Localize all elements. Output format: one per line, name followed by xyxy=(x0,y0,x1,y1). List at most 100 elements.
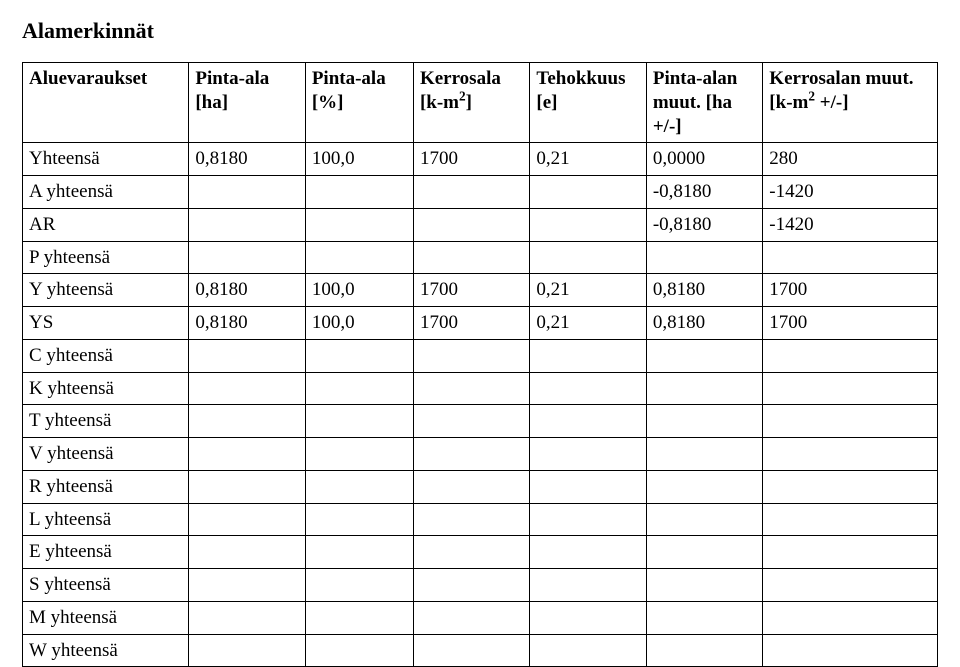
table-row: Yhteensä0,8180100,017000,210,0000280 xyxy=(23,143,938,176)
cell-value: -1420 xyxy=(763,176,938,209)
cell-value: 1700 xyxy=(413,143,529,176)
cell-value xyxy=(530,470,646,503)
cell-value xyxy=(189,470,305,503)
cell-value xyxy=(646,503,762,536)
cell-value xyxy=(763,339,938,372)
cell-value xyxy=(530,569,646,602)
cell-value xyxy=(189,372,305,405)
cell-value xyxy=(413,339,529,372)
table-row: C yhteensä xyxy=(23,339,938,372)
cell-value xyxy=(530,176,646,209)
col-header: Pinta-ala[%] xyxy=(305,63,413,143)
row-label: AR xyxy=(23,208,189,241)
cell-value: 0,8180 xyxy=(189,274,305,307)
cell-value xyxy=(413,470,529,503)
table-row: P yhteensä xyxy=(23,241,938,274)
cell-value xyxy=(646,438,762,471)
cell-value xyxy=(305,601,413,634)
row-label: Y yhteensä xyxy=(23,274,189,307)
row-label: E yhteensä xyxy=(23,536,189,569)
cell-value xyxy=(646,569,762,602)
table-row: R yhteensä xyxy=(23,470,938,503)
cell-value xyxy=(189,503,305,536)
cell-value xyxy=(413,241,529,274)
cell-value xyxy=(530,601,646,634)
cell-value xyxy=(763,405,938,438)
cell-value xyxy=(646,634,762,667)
table-row: K yhteensä xyxy=(23,372,938,405)
cell-value: 100,0 xyxy=(305,274,413,307)
col-header: Kerrosala[k-m2] xyxy=(413,63,529,143)
table-row: W yhteensä xyxy=(23,634,938,667)
cell-value xyxy=(530,634,646,667)
cell-value xyxy=(530,405,646,438)
cell-value xyxy=(189,339,305,372)
cell-value: 0,21 xyxy=(530,143,646,176)
row-label: V yhteensä xyxy=(23,438,189,471)
cell-value xyxy=(305,470,413,503)
cell-value: 100,0 xyxy=(305,143,413,176)
table-row: M yhteensä xyxy=(23,601,938,634)
cell-value: 1700 xyxy=(763,307,938,340)
table-row: A yhteensä-0,8180-1420 xyxy=(23,176,938,209)
cell-value xyxy=(763,372,938,405)
row-label: L yhteensä xyxy=(23,503,189,536)
cell-value xyxy=(646,339,762,372)
cell-value xyxy=(413,176,529,209)
cell-value: -0,8180 xyxy=(646,208,762,241)
cell-value xyxy=(530,438,646,471)
col-header: Tehokkuus[e] xyxy=(530,63,646,143)
cell-value: 280 xyxy=(763,143,938,176)
cell-value xyxy=(413,405,529,438)
cell-value xyxy=(646,536,762,569)
cell-value: 0,21 xyxy=(530,307,646,340)
data-table: Aluevaraukset Pinta-ala[ha] Pinta-ala[%]… xyxy=(22,62,938,667)
cell-value: -1420 xyxy=(763,208,938,241)
cell-value xyxy=(305,176,413,209)
table-row: V yhteensä xyxy=(23,438,938,471)
cell-value xyxy=(413,438,529,471)
row-label: YS xyxy=(23,307,189,340)
cell-value: 1700 xyxy=(413,307,529,340)
cell-value xyxy=(305,536,413,569)
row-label: M yhteensä xyxy=(23,601,189,634)
cell-value xyxy=(530,241,646,274)
cell-value xyxy=(763,634,938,667)
cell-value: 0,8180 xyxy=(189,143,305,176)
cell-value xyxy=(413,503,529,536)
cell-value xyxy=(763,536,938,569)
cell-value xyxy=(305,405,413,438)
cell-value xyxy=(305,634,413,667)
cell-value xyxy=(763,470,938,503)
cell-value xyxy=(189,438,305,471)
cell-value xyxy=(189,536,305,569)
cell-value xyxy=(413,208,529,241)
cell-value: -0,8180 xyxy=(646,176,762,209)
cell-value xyxy=(305,208,413,241)
cell-value xyxy=(413,569,529,602)
cell-value xyxy=(189,176,305,209)
cell-value xyxy=(763,438,938,471)
row-label: K yhteensä xyxy=(23,372,189,405)
row-label: P yhteensä xyxy=(23,241,189,274)
table-row: YS0,8180100,017000,210,81801700 xyxy=(23,307,938,340)
table-row: T yhteensä xyxy=(23,405,938,438)
cell-value xyxy=(305,241,413,274)
cell-value: 0,0000 xyxy=(646,143,762,176)
cell-value xyxy=(646,601,762,634)
col-header: Pinta-ala[ha] xyxy=(189,63,305,143)
cell-value xyxy=(530,372,646,405)
cell-value xyxy=(189,241,305,274)
cell-value xyxy=(646,241,762,274)
cell-value xyxy=(413,601,529,634)
cell-value xyxy=(530,503,646,536)
cell-value: 0,21 xyxy=(530,274,646,307)
row-label: T yhteensä xyxy=(23,405,189,438)
row-label: Yhteensä xyxy=(23,143,189,176)
cell-value xyxy=(189,208,305,241)
table-row: Y yhteensä0,8180100,017000,210,81801700 xyxy=(23,274,938,307)
cell-value xyxy=(189,634,305,667)
row-label: S yhteensä xyxy=(23,569,189,602)
cell-value: 0,8180 xyxy=(646,307,762,340)
cell-value xyxy=(189,601,305,634)
